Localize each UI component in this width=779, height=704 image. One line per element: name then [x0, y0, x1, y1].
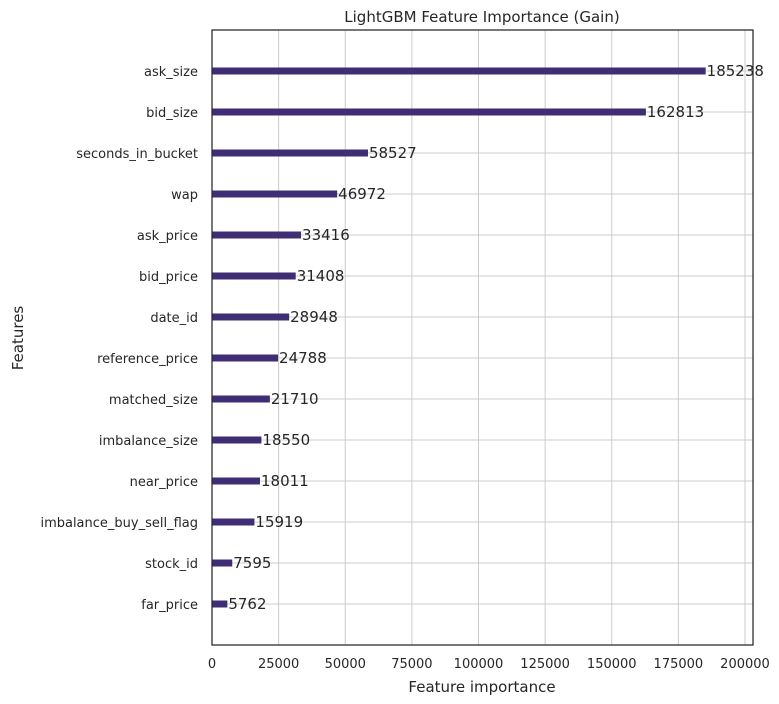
value-label: 21710 — [271, 390, 319, 408]
value-label: 18011 — [261, 472, 309, 490]
x-tick-label: 175000 — [654, 657, 704, 672]
value-label: 15919 — [255, 513, 303, 531]
y-tick-label: ask_price — [137, 229, 198, 244]
y-tick-label: near_price — [130, 475, 198, 490]
value-label: 7595 — [233, 554, 271, 572]
value-label: 58527 — [369, 144, 417, 162]
x-axis-label: Feature importance — [408, 678, 555, 696]
y-tick-label: wap — [171, 188, 198, 203]
y-tick-label: seconds_in_bucket — [76, 147, 198, 162]
y-tick-label: imbalance_buy_sell_flag — [40, 516, 198, 531]
bar-stock-id — [212, 559, 233, 567]
value-label: 185238 — [707, 62, 764, 80]
bar-date-id — [212, 313, 290, 321]
value-label: 28948 — [290, 308, 338, 326]
bar-matched-size — [212, 395, 270, 403]
y-tick-label: bid_size — [146, 106, 198, 121]
x-tick-label: 75000 — [391, 657, 432, 672]
bar-bid-size — [212, 108, 646, 116]
x-tick-label: 125000 — [520, 657, 570, 672]
y-tick-label: stock_id — [145, 557, 198, 572]
y-axis-label: Features — [9, 306, 27, 371]
x-tick-label: 100000 — [454, 657, 504, 672]
x-tick-label: 150000 — [587, 657, 637, 672]
bar-bid-price — [212, 272, 296, 280]
x-tick-label: 200000 — [720, 657, 770, 672]
y-tick-label: bid_price — [139, 270, 198, 285]
y-tick-label: matched_size — [109, 393, 198, 408]
plot-frame — [211, 29, 754, 646]
chart-title: LightGBM Feature Importance (Gain) — [344, 8, 619, 26]
value-label: 33416 — [302, 226, 350, 244]
bar-ask-price — [212, 231, 302, 239]
y-tick-label: date_id — [150, 311, 198, 326]
bar-ask-size — [212, 67, 706, 75]
bar-far-price — [212, 600, 228, 608]
x-tick-label: 50000 — [325, 657, 366, 672]
y-tick-label: reference_price — [97, 352, 198, 367]
y-tick-label: far_price — [141, 598, 198, 613]
value-label: 24788 — [279, 349, 327, 367]
bar-reference-price — [212, 354, 279, 362]
x-tick-labels: 0 25000 50000 75000 100000 125000 150000 175000… — [208, 657, 770, 672]
y-tick-label: imbalance_size — [99, 434, 198, 449]
value-label: 31408 — [297, 267, 345, 285]
x-tick-label: 0 — [208, 657, 216, 672]
x-tick-label: 25000 — [258, 657, 299, 672]
bar-imbalance-buy-sell-flag — [212, 518, 255, 526]
bar-near-price — [212, 477, 260, 485]
bars — [212, 67, 706, 608]
bar-imbalance-size — [212, 436, 262, 444]
value-labels: 185238 162813 58527 46972 33416 31408 28948 247… — [228, 62, 764, 613]
bar-wap — [212, 190, 338, 198]
value-label: 18550 — [262, 431, 310, 449]
value-label: 5762 — [228, 595, 266, 613]
value-label: 46972 — [338, 185, 386, 203]
value-label: 162813 — [647, 103, 704, 121]
y-tick-label: ask_size — [144, 65, 198, 80]
bar-seconds-in-bucket — [212, 149, 368, 157]
